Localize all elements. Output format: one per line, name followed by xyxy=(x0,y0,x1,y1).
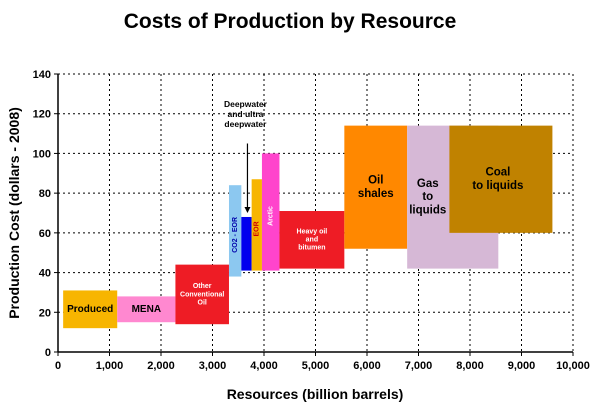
y-tick-label: 20 xyxy=(39,307,51,319)
annotation-label: deepwater xyxy=(224,119,267,129)
x-tick-label: 0 xyxy=(55,360,61,372)
resource-label: and xyxy=(306,237,318,244)
resource-bar xyxy=(228,185,242,277)
resource-label: Gas xyxy=(417,178,439,190)
y-tick-label: 60 xyxy=(39,228,51,240)
resource-label: liquids xyxy=(409,204,446,216)
x-tick-label: 7,000 xyxy=(405,360,433,372)
y-axis-title: Production Cost (dollars - 2008) xyxy=(6,107,22,319)
y-tick-label: 80 xyxy=(39,188,51,200)
resource-label: Produced xyxy=(67,304,113,315)
resource-bar xyxy=(241,216,252,271)
resource-label: Coal xyxy=(485,167,510,179)
resource-bar xyxy=(261,153,280,271)
resource-bar xyxy=(251,179,262,271)
resource-bar xyxy=(279,211,345,269)
x-tick-label: 2,000 xyxy=(147,360,175,372)
x-tick-label: 6,000 xyxy=(353,360,381,372)
annotation-arrowhead xyxy=(244,207,251,213)
resource-label: to xyxy=(422,191,433,203)
annotation-label: Deepwater xyxy=(224,99,268,109)
x-tick-label: 10,000 xyxy=(556,360,590,372)
chart-title: Costs of Production by Resource xyxy=(124,10,457,33)
y-tick-label: 0 xyxy=(45,347,51,359)
resource-bar xyxy=(117,296,176,323)
resource-label: MENA xyxy=(132,304,161,315)
resource-bar xyxy=(449,125,553,233)
y-tick-label: 120 xyxy=(33,109,51,121)
resource-label: Heavy oil xyxy=(297,229,328,236)
resource-label: Oil xyxy=(368,175,383,187)
resource-label: CO2 - EOR xyxy=(232,217,239,253)
x-tick-label: 3,000 xyxy=(199,360,227,372)
resource-label: EOR xyxy=(254,221,261,236)
x-tick-label: 1,000 xyxy=(96,360,124,372)
x-tick-label: 9,000 xyxy=(508,360,536,372)
y-tick-label: 40 xyxy=(39,268,51,280)
resource-label: Oil xyxy=(198,299,207,306)
x-tick-label: 8,000 xyxy=(456,360,484,372)
resource-label: Other xyxy=(193,283,212,290)
resource-label: to liquids xyxy=(472,180,523,192)
axes: 0 1,000 2,000 3,000 4,000 5,000 6,000 7,000 8,00… xyxy=(33,69,590,372)
resource-bar xyxy=(63,290,118,329)
x-axis-title: Resources (billion barrels) xyxy=(227,386,404,402)
resource-bar xyxy=(175,264,229,325)
resource-label: Conventional xyxy=(180,291,224,298)
y-tick-label: 140 xyxy=(33,69,51,81)
y-tick-label: 100 xyxy=(33,148,51,160)
resource-bar xyxy=(344,125,408,249)
resource-label: bitumen xyxy=(298,245,325,252)
x-tick-label: 5,000 xyxy=(302,360,330,372)
resource-label: Arctic xyxy=(268,206,275,226)
annotation-label: and ultra xyxy=(228,109,264,119)
x-tick-label: 4,000 xyxy=(250,360,278,372)
resource-label: shales xyxy=(358,188,394,200)
